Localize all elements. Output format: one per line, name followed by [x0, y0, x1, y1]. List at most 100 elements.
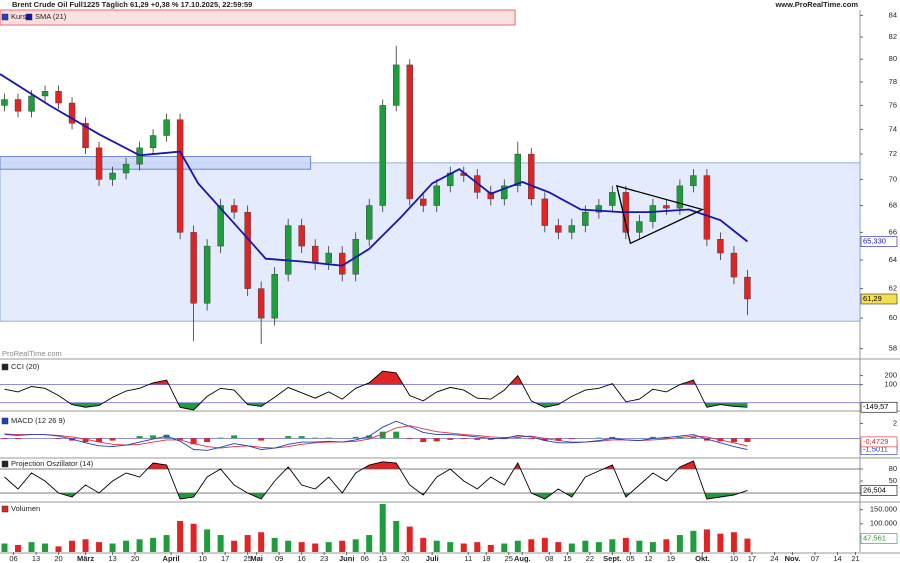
- x-tick-label: 07: [811, 554, 819, 563]
- value-label: 26,504: [863, 485, 886, 494]
- legend-label: Volumen: [11, 504, 40, 513]
- volume-bar: [177, 520, 184, 552]
- candle-body: [325, 252, 332, 264]
- histogram-bar: [136, 436, 143, 439]
- legend-label: Projection Oszillator (14): [11, 459, 94, 468]
- histogram-bar: [150, 435, 157, 439]
- x-tick-label: Juni: [339, 554, 354, 563]
- y-tick-label: 78: [889, 77, 897, 86]
- x-tick-label: 13: [32, 554, 40, 563]
- legend-swatch: [1, 417, 9, 425]
- candle-body: [568, 225, 576, 233]
- histogram-bar: [730, 438, 737, 443]
- candle-body: [501, 185, 508, 200]
- x-tick-label: 17: [748, 554, 756, 563]
- x-tick-label: Aug.: [514, 554, 531, 563]
- value-label-box: [860, 236, 898, 247]
- histogram-bar: [541, 438, 548, 441]
- candle-body: [690, 175, 697, 187]
- candle-body: [149, 135, 157, 149]
- legend-swatch: [25, 13, 33, 21]
- candle-body: [582, 211, 589, 226]
- volume-bar: [96, 542, 103, 552]
- x-tick-label: Okt.: [695, 554, 710, 563]
- volume-bar: [447, 542, 454, 552]
- volume-bar: [501, 543, 508, 552]
- value-label-box: [860, 401, 898, 413]
- histogram-bar: [325, 437, 332, 439]
- watermark: ProRealTime.com: [2, 349, 62, 358]
- candle-body: [703, 175, 711, 240]
- overbought-fill: [4, 461, 748, 469]
- histogram-bar: [433, 438, 440, 442]
- volume-bar: [150, 537, 157, 552]
- histogram-bar: [204, 438, 211, 443]
- histogram-bar: [487, 438, 494, 440]
- volume-bar: [312, 543, 319, 552]
- legend-swatch: [1, 13, 9, 21]
- y-tick-label: 76: [889, 100, 897, 109]
- chart-title: Brent Crude Oil Full1225 Täglich 61,29 +…: [12, 0, 252, 9]
- volume-bar: [676, 535, 683, 552]
- y-tick-label: 72: [889, 149, 897, 158]
- sma-line: [0, 73, 748, 267]
- histogram-bar: [568, 438, 575, 440]
- volume-bar: [420, 537, 427, 552]
- candle-body: [528, 153, 535, 200]
- value-label: 65,330: [863, 237, 886, 246]
- histogram-bar: [690, 436, 697, 439]
- candle-body: [744, 276, 751, 300]
- histogram-bar: [514, 436, 521, 439]
- x-tick-label: Sept.: [603, 554, 621, 563]
- source: www.ProRealTime.com: [774, 0, 858, 9]
- volume-bar: [244, 535, 251, 552]
- legend-label: SMA (21): [35, 12, 67, 21]
- y-tick-label: 200: [884, 371, 897, 380]
- legend-label: CCI (20): [11, 362, 40, 371]
- x-tick-label: 25: [505, 554, 513, 563]
- volume-bar: [528, 539, 535, 552]
- x-tick-label: 10: [730, 554, 738, 563]
- volume-bar: [1, 543, 8, 552]
- histogram-bar: [447, 438, 454, 440]
- x-tick-label: Nov.: [785, 554, 801, 563]
- y-tick-label: 80: [889, 464, 897, 473]
- x-tick-label: 13: [108, 554, 116, 563]
- volume-bar: [69, 540, 76, 552]
- volume-bar: [258, 532, 265, 552]
- y-tick-label: 68: [889, 200, 897, 209]
- x-tick-label: 20: [54, 554, 62, 563]
- candle-body: [28, 95, 35, 112]
- y-tick-label: 70: [889, 174, 897, 183]
- candle-body: [676, 185, 684, 209]
- volume-bar: [744, 538, 751, 552]
- value-label-box: [860, 485, 898, 496]
- volume-bar: [582, 540, 589, 552]
- x-tick-label: 18: [482, 554, 490, 563]
- macd-line: [4, 425, 748, 449]
- zone: [0, 162, 861, 322]
- overbought-fill: [4, 371, 748, 385]
- candle-body: [636, 221, 643, 233]
- histogram-bar: [366, 435, 373, 439]
- histogram-bar: [609, 436, 616, 439]
- macd-line: [4, 420, 748, 451]
- volume-bar: [163, 535, 170, 552]
- histogram-bar: [217, 437, 224, 439]
- y-tick-label: 80: [889, 54, 897, 63]
- y-tick-label: 62: [889, 284, 897, 293]
- x-tick-label: 17: [221, 554, 229, 563]
- candle-body: [109, 172, 116, 180]
- candle-body: [190, 232, 197, 304]
- y-tick-label: 60: [889, 313, 897, 322]
- volume-bar: [123, 540, 130, 552]
- candle-body: [82, 123, 89, 149]
- volume-bar: [285, 540, 292, 552]
- volume-bar: [609, 539, 616, 552]
- value-label: -149,57: [863, 402, 888, 411]
- candle-body: [406, 64, 413, 200]
- legend-label: MACD (12 26 9): [11, 416, 66, 425]
- histogram-bar: [109, 438, 116, 441]
- volume-bar: [393, 520, 400, 552]
